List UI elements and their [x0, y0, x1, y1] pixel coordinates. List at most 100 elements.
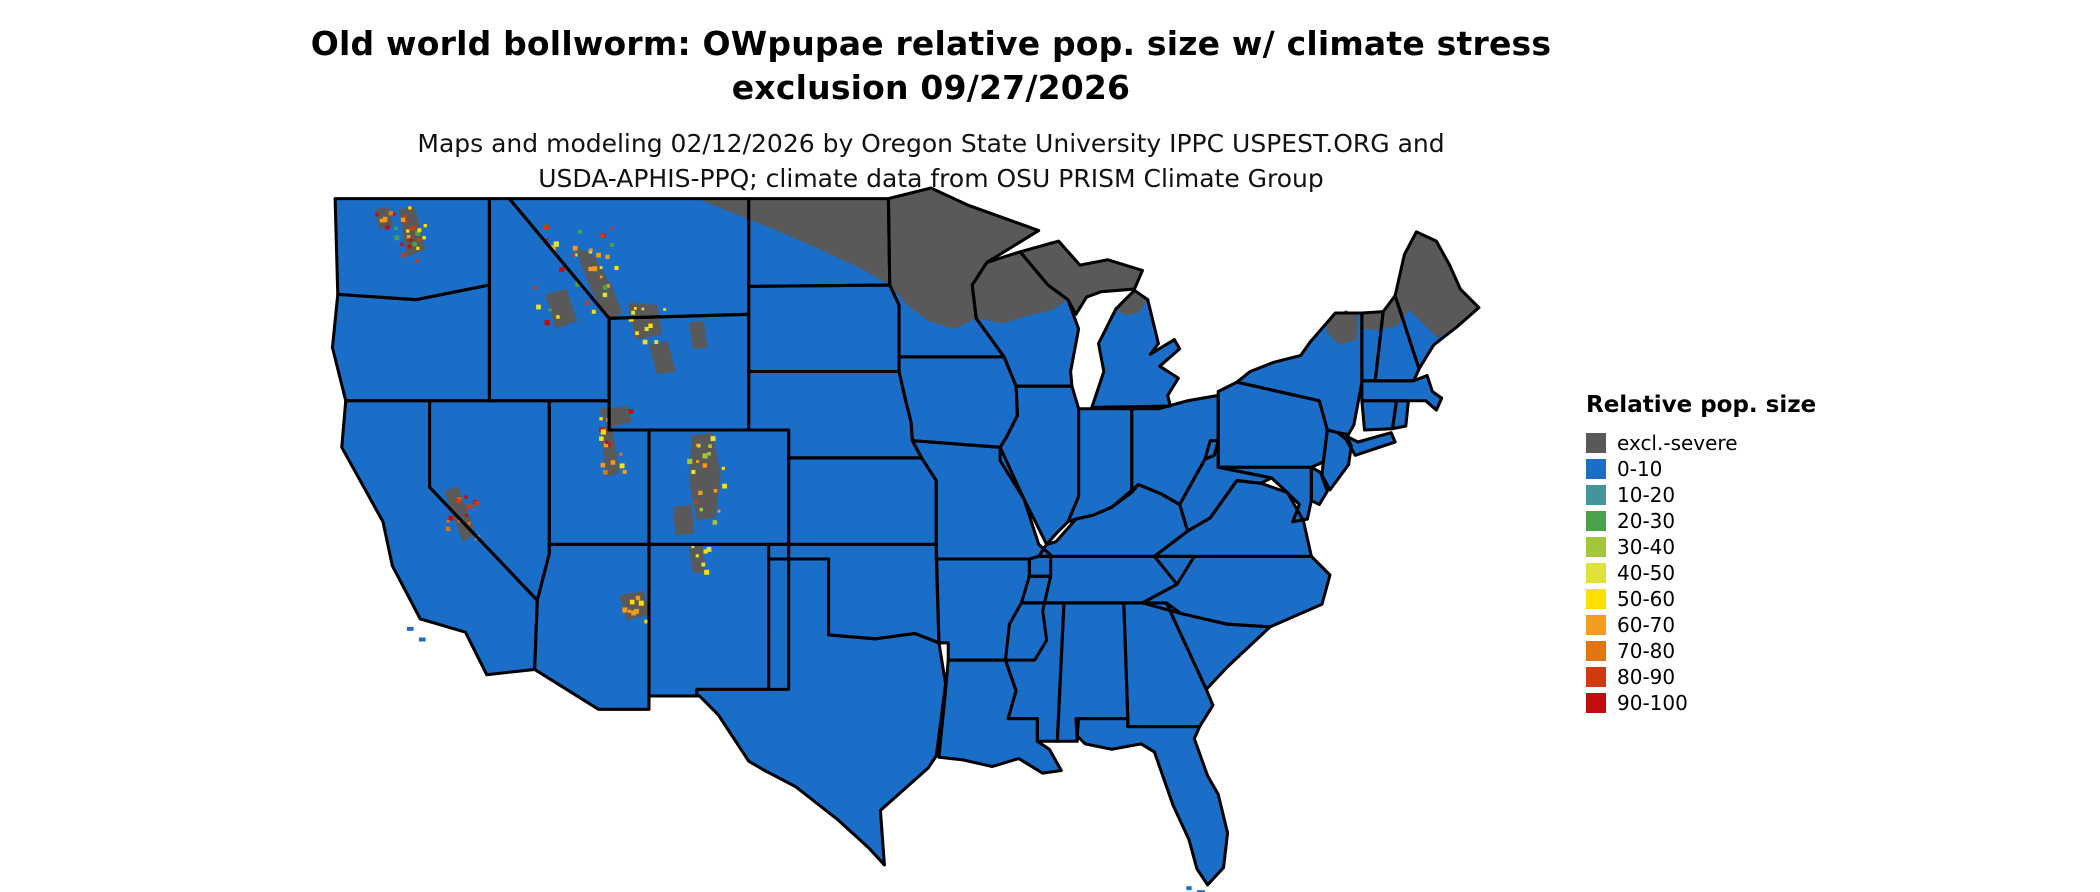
speckle	[379, 218, 384, 223]
legend-label: 40-50	[1617, 561, 1676, 585]
state-milp	[1091, 290, 1180, 408]
speckle	[695, 443, 699, 447]
speckle	[572, 245, 578, 251]
state-ks	[788, 457, 937, 545]
legend-label: 0-10	[1617, 457, 1663, 481]
legend-item-5: 40-50	[1586, 560, 1816, 586]
legend-label: 20-30	[1617, 509, 1676, 533]
legend-item-7: 60-70	[1586, 612, 1816, 638]
legend-label: 70-80	[1617, 639, 1676, 663]
legend-item-2: 10-20	[1586, 482, 1816, 508]
state-il	[1000, 386, 1079, 545]
speckle	[409, 226, 414, 231]
state-oh	[1131, 395, 1219, 505]
speckle	[401, 253, 407, 258]
state-ok	[768, 544, 939, 643]
state-ut	[549, 400, 649, 545]
speckle	[407, 245, 412, 249]
legend-item-3: 20-30	[1586, 508, 1816, 534]
legend-label: 10-20	[1617, 483, 1676, 507]
speckle	[544, 320, 550, 326]
speckle	[602, 285, 608, 290]
speckle	[619, 463, 625, 469]
speckle	[559, 267, 565, 273]
speckle	[599, 436, 604, 441]
legend-swatch	[1586, 511, 1606, 531]
offshore-island-3	[406, 626, 414, 631]
legend-items: excl.-severe 0-10 10-20 20-30 30-40 40-50 50-6…	[1586, 430, 1816, 716]
speckle	[641, 307, 645, 311]
state-mt	[509, 198, 749, 319]
exclusion-region-0	[696, 187, 1068, 329]
speckle	[400, 242, 404, 246]
speckle	[592, 266, 598, 272]
speckle	[474, 501, 479, 506]
speckle	[600, 233, 605, 238]
speckle	[648, 323, 653, 329]
speckle	[702, 463, 707, 468]
legend-swatch	[1586, 459, 1606, 479]
state-ca	[341, 400, 538, 675]
speckle	[696, 459, 700, 464]
speckle	[589, 248, 593, 252]
speckle	[633, 306, 637, 310]
speckle	[713, 488, 718, 493]
us-map-container	[250, 172, 1580, 892]
legend-swatch	[1586, 641, 1606, 661]
legend-swatch	[1586, 693, 1606, 713]
speckle	[644, 326, 649, 332]
state-border-miup	[1018, 239, 1144, 316]
speckle	[392, 212, 396, 216]
offshore-island-0	[1196, 890, 1205, 892]
legend-swatch	[1586, 433, 1606, 453]
legend-label: 90-100	[1617, 691, 1688, 715]
population-speckles	[375, 206, 1205, 892]
speckle	[543, 224, 550, 230]
state-wv	[1179, 440, 1272, 532]
speckle	[631, 610, 637, 616]
state-md	[1218, 467, 1312, 522]
speckle	[631, 310, 636, 315]
exclusion-region-12	[598, 406, 632, 428]
speckle	[536, 304, 541, 310]
speckle	[457, 519, 461, 523]
speckle	[602, 292, 608, 298]
offshore-island-2	[1186, 886, 1192, 891]
speckle	[703, 549, 708, 554]
speckle	[408, 238, 413, 242]
exclusion-region-15	[398, 206, 426, 258]
speckle	[610, 460, 616, 465]
legend-item-8: 70-80	[1586, 638, 1816, 664]
exclusion-region-7	[627, 302, 663, 340]
speckle	[635, 595, 641, 601]
speckle	[556, 315, 560, 319]
speckle	[591, 309, 596, 314]
state-sc	[1166, 602, 1271, 690]
speckle	[654, 340, 659, 344]
speckle	[416, 246, 420, 250]
state-ny	[1236, 312, 1396, 456]
speckle	[446, 520, 450, 523]
state-ne	[748, 371, 922, 458]
speckle	[572, 253, 576, 257]
speckle	[699, 507, 703, 512]
speckle	[464, 495, 468, 499]
state-border-ri	[1390, 399, 1410, 431]
legend-label: 60-70	[1617, 613, 1676, 637]
state-border-sc	[1164, 601, 1272, 691]
legend-item-0: excl.-severe	[1586, 430, 1816, 456]
legend-title: Relative pop. size	[1586, 392, 1817, 418]
legend-swatch	[1586, 615, 1606, 635]
legend-swatch	[1586, 589, 1606, 609]
speckle	[445, 526, 451, 532]
legend-item-4: 30-40	[1586, 534, 1816, 560]
state-ga	[1123, 602, 1213, 727]
speckle	[574, 253, 578, 257]
speckle	[394, 226, 398, 230]
speckle	[599, 275, 603, 279]
speckle	[629, 599, 635, 605]
speckle	[603, 469, 608, 475]
offshore-island-4	[418, 637, 426, 642]
speckle	[545, 238, 549, 242]
speckle	[707, 451, 711, 456]
